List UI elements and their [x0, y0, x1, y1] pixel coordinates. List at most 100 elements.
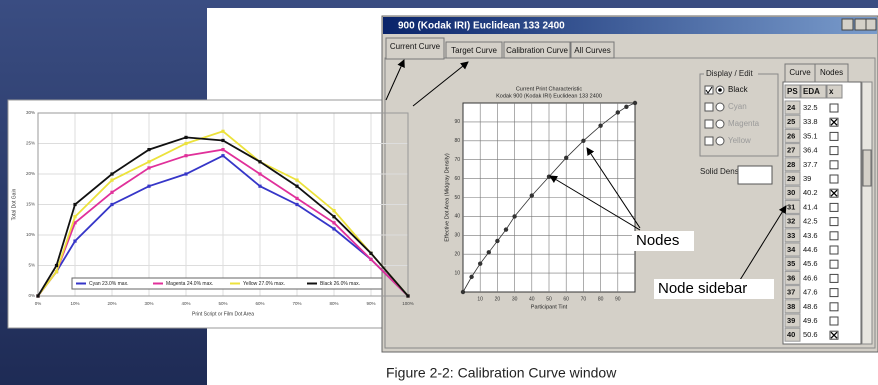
side-tab-label: Curve: [789, 68, 811, 77]
header-label: EDA: [803, 87, 820, 96]
tab-label: Calibration Curve: [506, 46, 568, 55]
node-checkbox[interactable]: [830, 274, 838, 282]
eda-value: 46.6: [803, 273, 818, 282]
node-checkbox[interactable]: [830, 161, 838, 169]
node[interactable]: [504, 227, 508, 231]
maximize-button[interactable]: [855, 19, 866, 30]
node[interactable]: [530, 193, 534, 197]
node[interactable]: [512, 214, 516, 218]
ps-value: 26: [787, 131, 795, 140]
checkbox[interactable]: [705, 103, 713, 111]
scroll-thumb[interactable]: [863, 150, 871, 186]
data-point: [110, 203, 113, 206]
ps-value: 32: [787, 217, 795, 226]
data-point: [332, 209, 335, 212]
node[interactable]: [469, 275, 473, 279]
eda-value: 32.5: [803, 103, 818, 112]
ps-value: 40: [787, 330, 795, 339]
close-button[interactable]: [866, 19, 876, 30]
node-checkbox[interactable]: [830, 289, 838, 297]
node[interactable]: [633, 101, 637, 105]
node-checkbox[interactable]: [830, 260, 838, 268]
node-checkbox[interactable]: [830, 218, 838, 226]
node[interactable]: [616, 110, 620, 114]
checkbox[interactable]: [705, 137, 713, 145]
radio[interactable]: [716, 103, 724, 111]
data-point: [295, 203, 298, 206]
y-tick-label: 25%: [26, 141, 35, 146]
page: 900 (Kodak IRI) Euclidean 133 2400 Displ…: [0, 0, 878, 385]
x-tick-label: 50: [546, 296, 552, 302]
legend-label: Black 26.0% max.: [320, 281, 360, 287]
side-tab-label: Nodes: [820, 68, 843, 77]
node-checkbox[interactable]: [830, 147, 838, 155]
eda-value: 35.1: [803, 131, 818, 140]
y-tick-label: 80: [454, 138, 460, 144]
data-point: [258, 172, 261, 175]
eda-value: 39: [803, 174, 811, 183]
eda-value: 50.6: [803, 330, 818, 339]
y-tick-label: 10%: [26, 232, 35, 237]
y-tick-label: 20: [454, 252, 460, 258]
ps-value: 34: [787, 245, 796, 254]
node-checkbox[interactable]: [830, 303, 838, 311]
solid-density-input[interactable]: [738, 166, 772, 184]
legend-label: Magenta 24.0% max.: [166, 281, 213, 287]
radio[interactable]: [716, 120, 724, 128]
node[interactable]: [461, 290, 465, 294]
data-point: [73, 203, 76, 206]
data-point: [295, 179, 298, 182]
radio[interactable]: [716, 137, 724, 145]
node-checkbox[interactable]: [830, 232, 838, 240]
y-tick-label: 40: [454, 214, 460, 220]
data-point: [221, 148, 224, 151]
tab-label: All Curves: [574, 46, 610, 55]
ps-value: 37: [787, 288, 795, 297]
data-point: [258, 160, 261, 163]
node[interactable]: [581, 139, 585, 143]
y-axis-title: Effective Dot Area (Midgray Density): [444, 153, 450, 242]
node[interactable]: [598, 123, 602, 127]
x-tick-label: 70: [581, 296, 587, 302]
tab-label: Current Curve: [390, 42, 441, 51]
y-tick-label: 60: [454, 176, 460, 182]
data-point: [55, 270, 58, 273]
chart-title: Current Print Characteristic: [516, 86, 583, 92]
eda-value: 45.6: [803, 259, 818, 268]
data-point: [221, 139, 224, 142]
node[interactable]: [495, 239, 499, 243]
eda-value: 36.4: [803, 146, 818, 155]
node[interactable]: [487, 250, 491, 254]
option-label: Magenta: [728, 119, 760, 128]
node-checkbox[interactable]: [830, 175, 838, 183]
node[interactable]: [564, 156, 568, 160]
node-checkbox[interactable]: [830, 132, 838, 140]
option-label: Black: [728, 85, 749, 94]
x-axis-title: Participant Tint: [531, 304, 568, 310]
node-checkbox[interactable]: [830, 104, 838, 112]
node[interactable]: [624, 105, 628, 109]
scrollbar[interactable]: [862, 82, 872, 344]
checkbox[interactable]: [705, 120, 713, 128]
data-point: [110, 191, 113, 194]
x-tick-label: 10%: [70, 301, 79, 306]
x-tick-label: 10: [477, 296, 483, 302]
x-tick-label: 40: [529, 296, 535, 302]
y-tick-label: 90: [454, 119, 460, 125]
data-point: [332, 221, 335, 224]
ps-value: 36: [787, 273, 795, 282]
y-tick-label: 30: [454, 233, 460, 239]
node-checkbox[interactable]: [830, 317, 838, 325]
data-point: [147, 148, 150, 151]
x-tick-label: 80: [598, 296, 604, 302]
data-point: [147, 160, 150, 163]
data-point: [147, 185, 150, 188]
header-label: PS: [787, 87, 798, 96]
node[interactable]: [478, 261, 482, 265]
y-tick-label: 30%: [26, 110, 35, 115]
node-checkbox[interactable]: [830, 246, 838, 254]
node-checkbox[interactable]: [830, 203, 838, 211]
data-point: [110, 172, 113, 175]
minimize-button[interactable]: [842, 19, 853, 30]
x-tick-label: 50%: [218, 301, 227, 306]
